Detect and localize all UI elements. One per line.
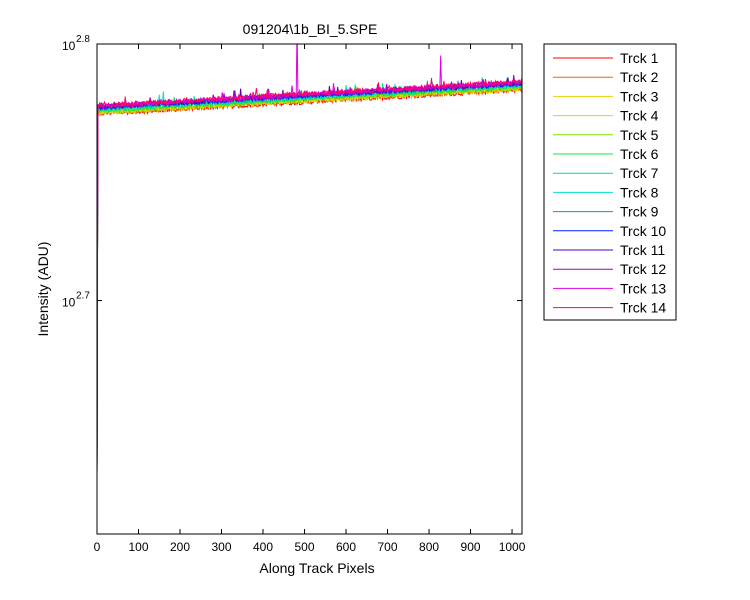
series-line-14 bbox=[97, 78, 522, 480]
x-tick-label: 900 bbox=[461, 540, 481, 554]
x-tick-label: 700 bbox=[378, 540, 398, 554]
legend-entry-label: Trck 9 bbox=[620, 204, 659, 220]
plot-frame bbox=[96, 43, 523, 535]
x-tick-label: 500 bbox=[295, 540, 315, 554]
legend-entry-label: Trck 6 bbox=[620, 146, 659, 162]
legend: Trck 1 Trck 2 Trck 3 Trck 4 Trck 5 Trck 6 Trck… bbox=[543, 43, 677, 321]
y-axis-label: Intensity (ADU) bbox=[35, 242, 51, 337]
legend-entry-label: Trck 2 bbox=[620, 69, 659, 85]
series-line-13 bbox=[97, 44, 522, 479]
x-tick-label: 300 bbox=[211, 540, 231, 554]
y-tick-label-exponent: 2.8 bbox=[76, 34, 90, 45]
x-axis-ticks: 0 100 200 300 400 500 600 700 800 900 1000 bbox=[94, 44, 526, 554]
legend-entry-label: Trck 3 bbox=[620, 88, 659, 104]
legend-entry-label: Trck 13 bbox=[620, 280, 666, 296]
legend-entry-label: Trck 10 bbox=[620, 223, 666, 239]
legend-entry-label: Trck 11 bbox=[620, 242, 665, 258]
x-tick-label: 100 bbox=[128, 540, 148, 554]
chart-title: 091204\1b_BI_5.SPE bbox=[243, 21, 378, 37]
y-tick-label-exponent: 2.7 bbox=[76, 291, 90, 302]
x-tick-label: 200 bbox=[170, 540, 190, 554]
x-tick-label: 800 bbox=[419, 540, 439, 554]
y-tick-label-base: 10 bbox=[62, 39, 76, 53]
x-tick-label: 0 bbox=[94, 540, 101, 554]
series-group bbox=[97, 44, 522, 480]
y-tick-label-base: 10 bbox=[62, 296, 76, 310]
x-tick-label: 1000 bbox=[499, 540, 526, 554]
legend-entry-label: Trck 4 bbox=[620, 108, 659, 124]
plot-area bbox=[97, 44, 522, 534]
legend-entry-label: Trck 12 bbox=[620, 261, 666, 277]
x-tick-label: 600 bbox=[336, 540, 356, 554]
legend-box bbox=[543, 43, 677, 321]
legend-entry-label: Trck 5 bbox=[620, 127, 659, 143]
x-tick-label: 400 bbox=[253, 540, 273, 554]
x-axis-label: Along Track Pixels bbox=[259, 560, 374, 576]
legend-entry-label: Trck 7 bbox=[620, 165, 659, 181]
legend-entry-label: Trck 1 bbox=[620, 50, 659, 66]
legend-entry-label: Trck 14 bbox=[620, 300, 666, 316]
y-axis-ticks: 10 2.810 2.7 bbox=[62, 34, 522, 310]
legend-entry-label: Trck 8 bbox=[620, 184, 659, 200]
